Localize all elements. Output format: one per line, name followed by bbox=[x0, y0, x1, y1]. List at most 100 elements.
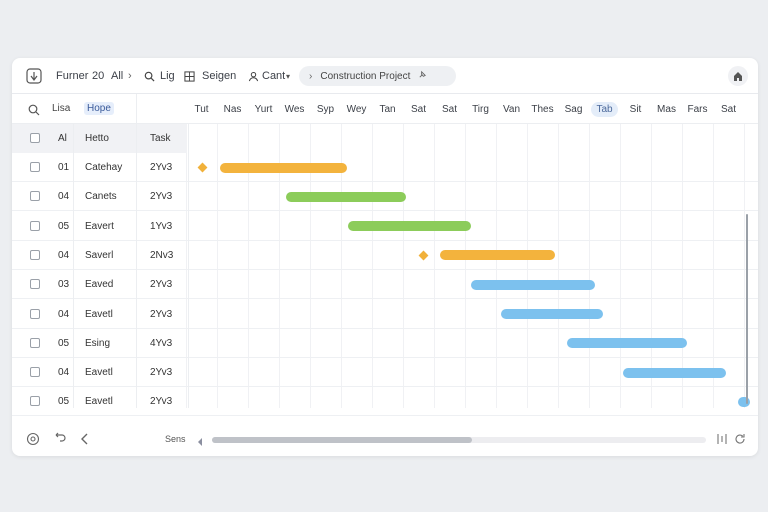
row-task: 2Yv3 bbox=[150, 308, 173, 320]
menu-all[interactable]: All bbox=[111, 70, 124, 82]
vertical-scrollbar[interactable] bbox=[746, 214, 748, 404]
col-name-header: Hetto bbox=[85, 133, 109, 144]
table-row[interactable]: 05 Eavert 1Yv3 bbox=[12, 212, 758, 241]
day-label[interactable]: Wes bbox=[284, 103, 305, 115]
day-label[interactable]: Tut bbox=[194, 103, 209, 115]
table-row[interactable]: 04 Eavetl 2Yv3 bbox=[12, 358, 758, 388]
day-label[interactable]: Thes bbox=[531, 103, 554, 115]
chevron-right-icon: › bbox=[309, 70, 313, 82]
chevron-right-icon: › bbox=[128, 70, 132, 82]
gantt-bar[interactable] bbox=[220, 162, 347, 173]
row-checkbox[interactable] bbox=[30, 396, 40, 407]
row-id: 03 bbox=[58, 279, 70, 291]
day-label[interactable]: Sat bbox=[720, 103, 736, 115]
row-name: Eavert bbox=[85, 220, 114, 232]
day-label[interactable]: Mas bbox=[657, 103, 676, 115]
gantt-bar[interactable] bbox=[348, 221, 471, 232]
row-checkbox[interactable] bbox=[30, 279, 40, 290]
row-name: Esing bbox=[85, 337, 111, 349]
grid-icon[interactable] bbox=[184, 58, 195, 94]
row-name: Eavetl bbox=[85, 396, 113, 408]
timeline-header: Lisa Hope Tut Nas Yurt Wes Syp Wey Tan Sat Sat Ti… bbox=[12, 94, 758, 124]
grid-line bbox=[310, 124, 311, 408]
grid-line bbox=[558, 124, 559, 408]
row-name: Saverl bbox=[85, 249, 114, 261]
row-id: 05 bbox=[58, 220, 70, 232]
day-label[interactable]: Van bbox=[502, 103, 521, 115]
app-logo-icon[interactable] bbox=[26, 58, 42, 94]
row-checkbox[interactable] bbox=[30, 220, 40, 231]
select-all-checkbox[interactable] bbox=[30, 133, 40, 143]
row-id: 04 bbox=[58, 367, 70, 379]
day-label[interactable]: Syp bbox=[316, 103, 335, 115]
gantt-bar[interactable] bbox=[501, 309, 603, 319]
menu-lig[interactable]: Lig bbox=[160, 70, 175, 82]
day-label[interactable]: Sat bbox=[410, 103, 426, 115]
gantt-bar[interactable] bbox=[471, 279, 595, 290]
gantt-bar[interactable] bbox=[440, 250, 555, 261]
row-task: 4Yv3 bbox=[150, 337, 173, 349]
gantt-bar[interactable] bbox=[738, 396, 750, 407]
row-checkbox[interactable] bbox=[30, 337, 40, 348]
undo-icon[interactable] bbox=[53, 432, 67, 451]
table-row[interactable]: 05 Eavetl 2Yv3 bbox=[12, 387, 758, 417]
table-row[interactable]: 04 Eavetl 2Yv3 bbox=[12, 300, 758, 329]
grid-line bbox=[496, 124, 497, 408]
grid-line bbox=[403, 124, 404, 408]
row-name: Eavetl bbox=[85, 308, 113, 320]
project-selector[interactable]: › Construction Project bbox=[299, 66, 456, 86]
day-label[interactable]: Sat bbox=[441, 103, 457, 115]
day-label[interactable]: Tan bbox=[379, 103, 396, 115]
menu-seigen[interactable]: Seigen bbox=[202, 70, 237, 82]
grid-line bbox=[372, 124, 373, 408]
pin-icon[interactable] bbox=[418, 70, 427, 82]
table-row[interactable]: 04 Canets 2Yv3 bbox=[12, 182, 758, 212]
day-label[interactable]: Fars bbox=[687, 103, 708, 115]
grid-line bbox=[217, 124, 218, 408]
menu-cant[interactable]: Cant bbox=[262, 70, 286, 82]
grid-line bbox=[186, 124, 187, 408]
tab-hope[interactable]: Hope bbox=[84, 102, 114, 115]
search-icon[interactable] bbox=[144, 58, 155, 94]
table-row[interactable]: 04 Saverl 2Nv3 bbox=[12, 241, 758, 270]
table-row[interactable]: 03 Eaved 2Yv3 bbox=[12, 270, 758, 300]
scroll-left-icon[interactable] bbox=[196, 434, 204, 452]
back-icon[interactable] bbox=[79, 432, 91, 451]
day-label[interactable]: Yurt bbox=[254, 103, 273, 115]
day-label[interactable]: Sit bbox=[629, 103, 642, 115]
day-label[interactable]: Tab bbox=[589, 94, 620, 124]
scrollbar-thumb[interactable] bbox=[212, 437, 472, 443]
row-checkbox[interactable] bbox=[30, 249, 40, 260]
tab-lisa[interactable]: Lisa bbox=[52, 103, 71, 114]
row-id: 04 bbox=[58, 308, 70, 320]
day-label[interactable]: Tirg bbox=[472, 103, 489, 115]
gantt-bar[interactable] bbox=[623, 367, 726, 378]
row-checkbox[interactable] bbox=[30, 367, 40, 378]
grid-line bbox=[341, 124, 342, 408]
menu-furner[interactable]: Furner bbox=[56, 70, 89, 82]
grid-line bbox=[651, 124, 652, 408]
chevron-down-icon[interactable]: ▾ bbox=[286, 71, 291, 81]
row-checkbox[interactable] bbox=[30, 308, 40, 319]
row-checkbox[interactable] bbox=[30, 191, 40, 202]
search-icon[interactable] bbox=[28, 103, 40, 121]
gantt-bar[interactable] bbox=[286, 191, 406, 202]
grid-line bbox=[682, 124, 683, 408]
user-icon[interactable] bbox=[248, 58, 259, 94]
day-label[interactable]: Sag bbox=[564, 103, 583, 115]
table-row[interactable]: 05 Esing 4Yv3 bbox=[12, 329, 758, 358]
grid-line bbox=[434, 124, 435, 408]
row-name: Canets bbox=[85, 191, 117, 203]
settings-icon[interactable] bbox=[26, 432, 40, 451]
horizontal-scrollbar[interactable] bbox=[212, 437, 706, 443]
day-label[interactable]: Wey bbox=[346, 103, 367, 115]
table-row[interactable]: 01 Catehay 2Yv3 bbox=[12, 153, 758, 182]
home-icon[interactable] bbox=[728, 66, 748, 86]
day-label[interactable]: Nas bbox=[223, 103, 242, 115]
row-id: 01 bbox=[58, 162, 70, 173]
row-name: Catehay bbox=[85, 162, 123, 173]
refresh-icon[interactable] bbox=[734, 432, 746, 450]
gantt-bar[interactable] bbox=[567, 338, 687, 349]
columns-icon[interactable] bbox=[716, 432, 728, 450]
row-checkbox[interactable] bbox=[30, 162, 40, 172]
